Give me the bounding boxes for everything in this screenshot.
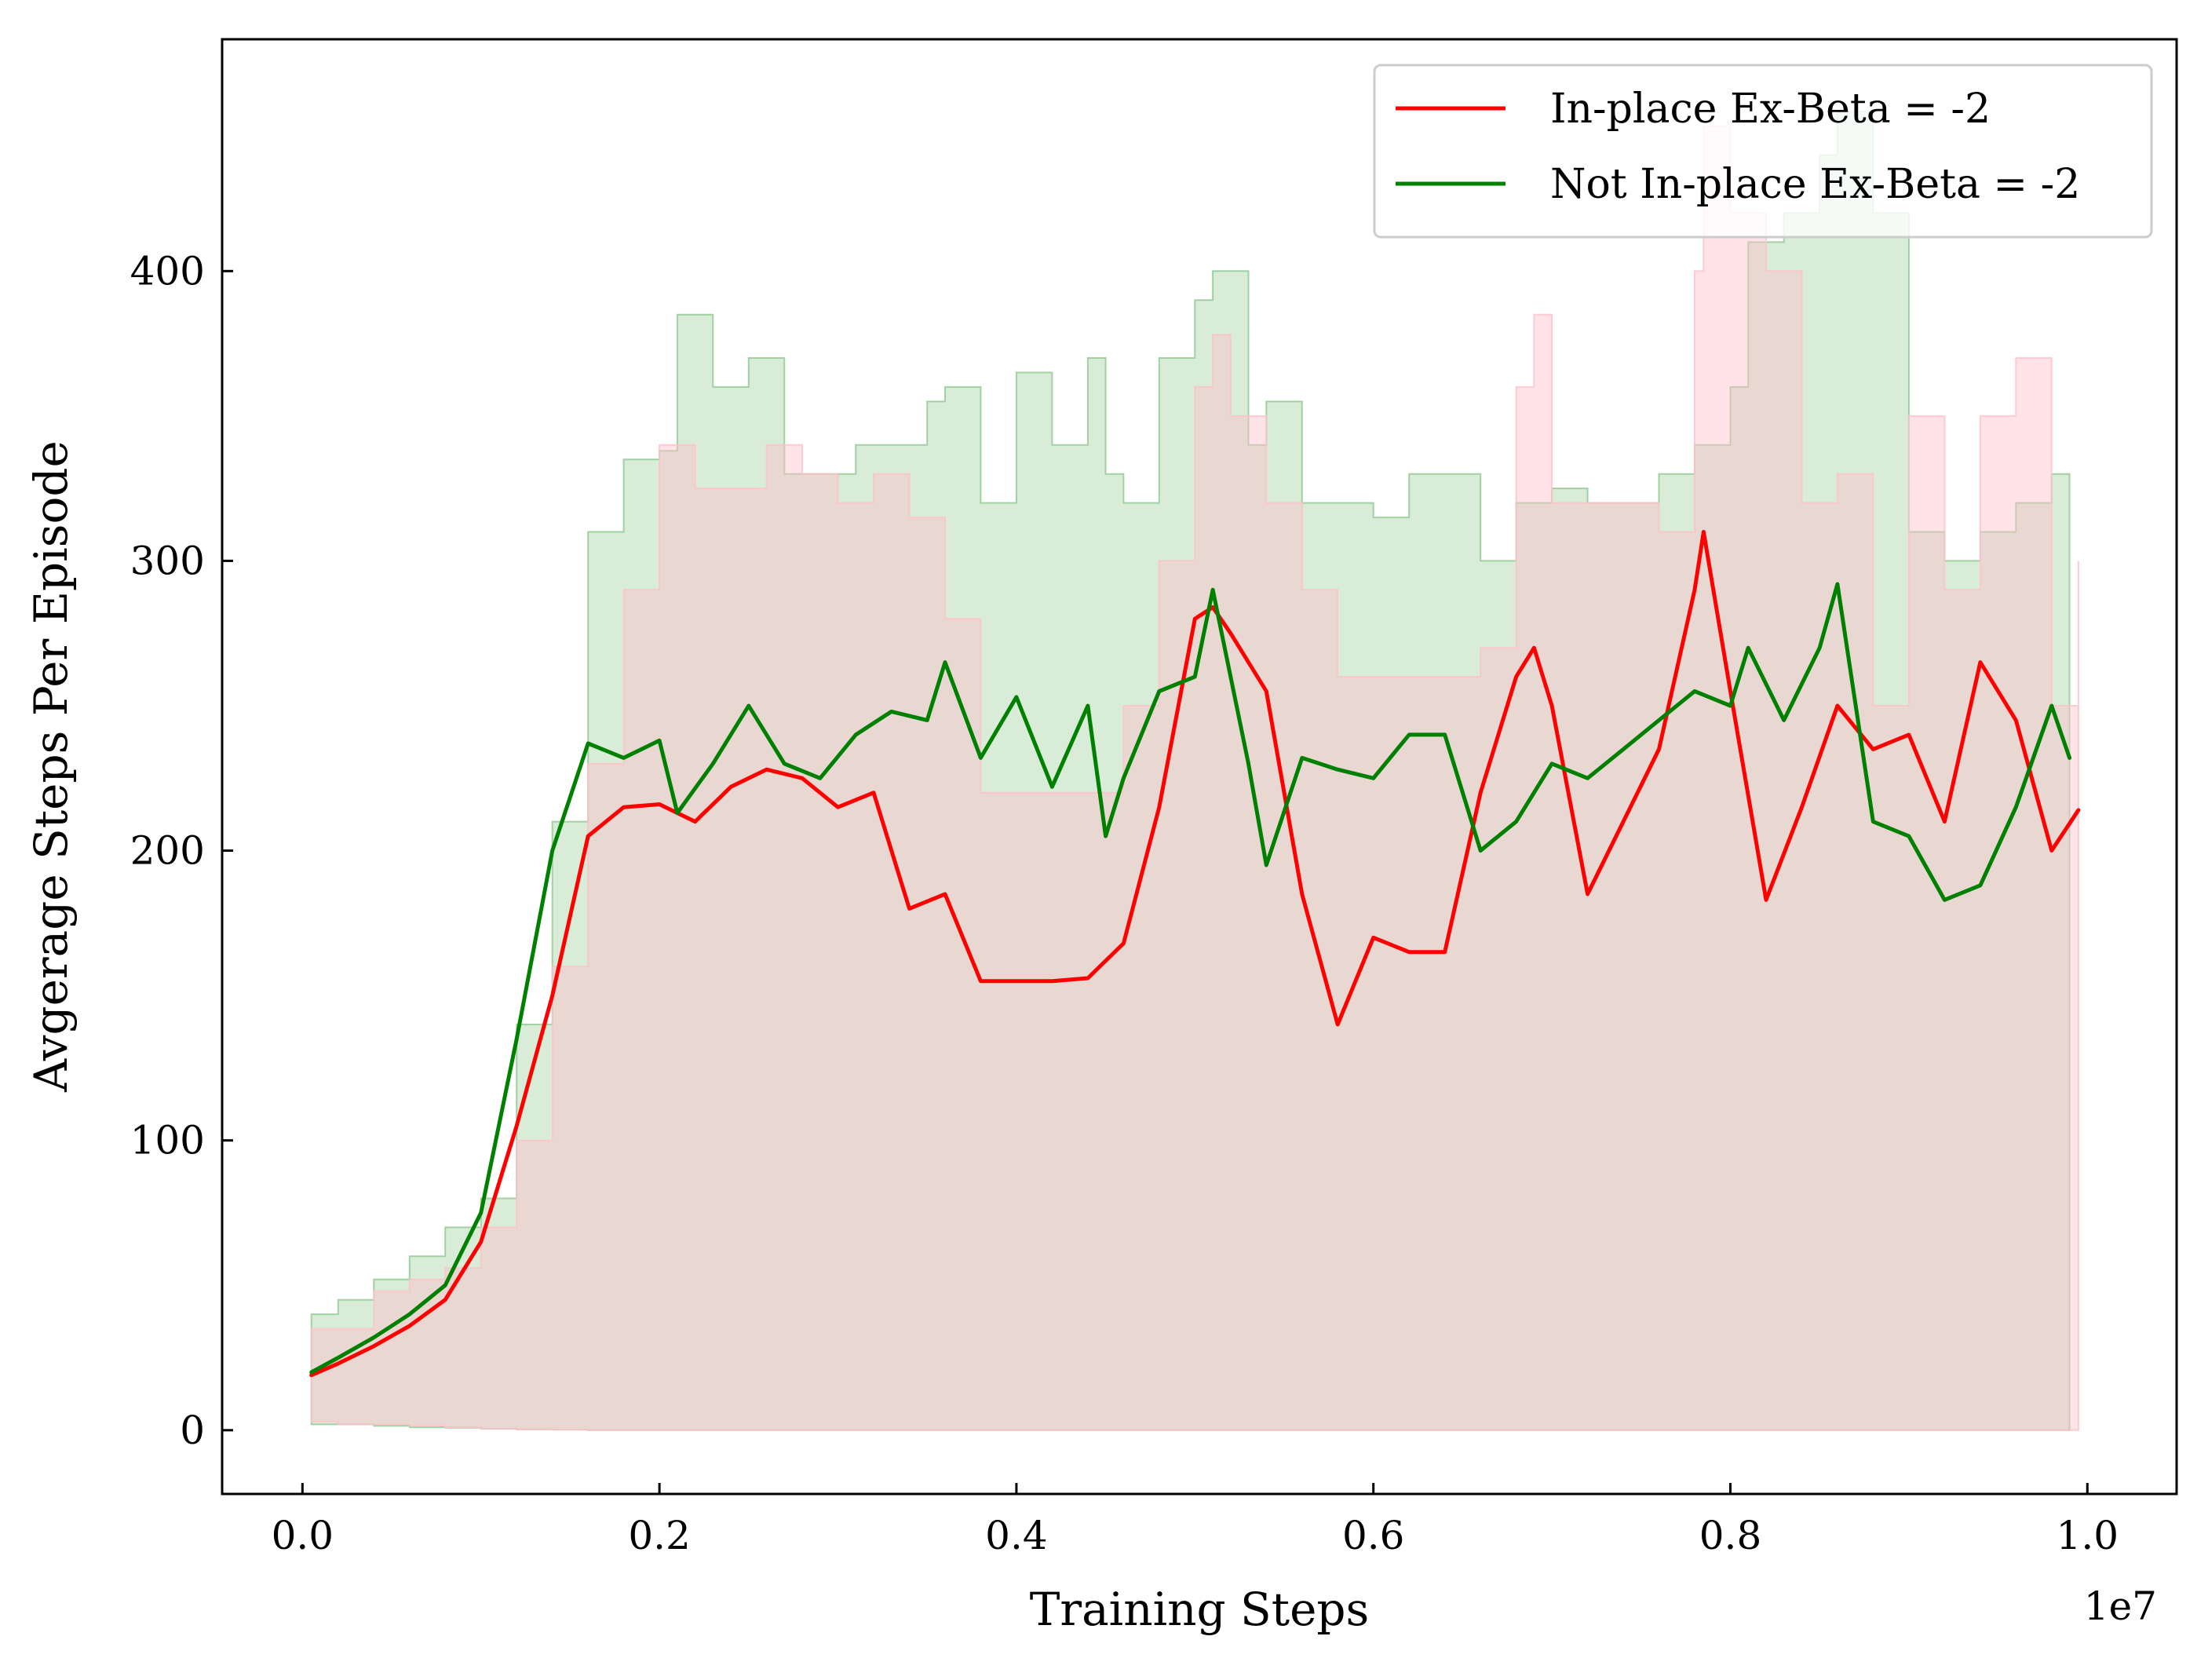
series-lines: [309, 530, 2081, 1378]
x-axis-offset-label: 1e7: [2084, 1583, 2157, 1629]
y-axis-label: Avgerage Steps Per Episode: [24, 440, 78, 1093]
legend: In-place Ex-Beta = -2 Not In-place Ex-Be…: [1373, 64, 2153, 239]
confidence-band-in-place: [310, 125, 2079, 1431]
confidence-bands: [310, 111, 2079, 1431]
plot-frame: [221, 38, 2178, 1496]
series-line-not-in-place: [309, 582, 2072, 1375]
legend-label-not-in-place: Not In-place Ex-Beta = -2: [1550, 161, 2080, 208]
x-axis-ticks: 0.0 0.2 0.4 0.6 0.8 1.0: [272, 1483, 2119, 1558]
y-tick-label: 100: [130, 1118, 205, 1163]
legend-box: [1373, 64, 2153, 239]
x-axis-label: Training Steps: [1030, 1583, 1370, 1636]
x-tick-label: 0.8: [1699, 1513, 1762, 1558]
x-tick-label: 0.6: [1342, 1513, 1405, 1558]
x-tick-label: 0.2: [628, 1513, 691, 1558]
y-axis-ticks: 0 100 200 300 400: [130, 248, 233, 1453]
y-tick-label: 300: [130, 538, 205, 583]
x-tick-label: 0.4: [985, 1513, 1048, 1558]
y-tick-label: 0: [180, 1408, 205, 1453]
y-tick-label: 200: [130, 828, 205, 874]
x-tick-label: 1.0: [2057, 1513, 2119, 1558]
y-tick-label: 400: [130, 248, 205, 294]
x-tick-label: 0.0: [272, 1513, 334, 1558]
series-line-in-place: [309, 530, 2081, 1378]
legend-label-in-place: In-place Ex-Beta = -2: [1550, 86, 1991, 133]
